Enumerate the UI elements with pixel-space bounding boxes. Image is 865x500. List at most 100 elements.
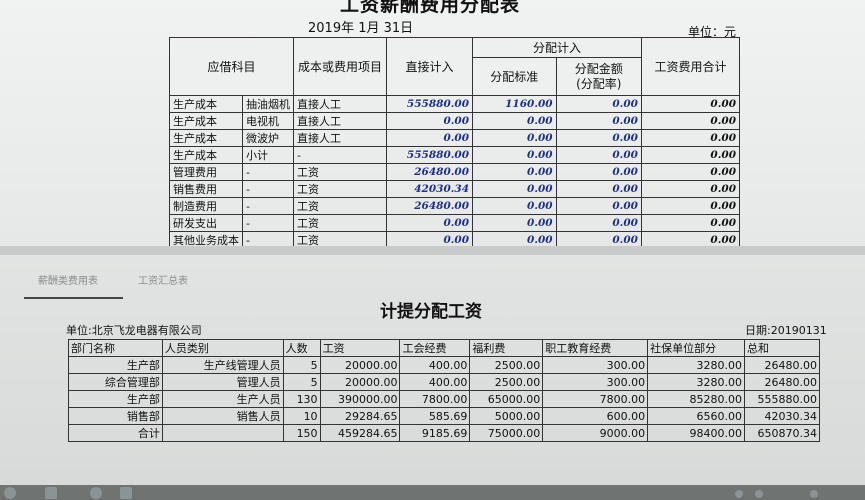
alloc-amt-cell[interactable]: 0.00 [555,129,642,147]
table-cell[interactable]: 6560.00 [647,407,745,425]
alloc-amt-cell[interactable]: 0.00 [555,95,642,113]
table-cell[interactable]: 300.00 [542,356,649,374]
table-cell[interactable]: 459284.65 [319,424,401,442]
item-cell[interactable]: - [293,146,387,164]
table-cell[interactable]: 9185.69 [399,424,471,442]
direct-cell[interactable]: 555880.00 [385,146,474,164]
alloc-std-cell[interactable]: 0.00 [472,112,557,130]
account-cell[interactable]: 生产成本 [169,129,243,147]
browser-icon[interactable] [90,487,102,499]
account-cell[interactable]: 销售费用 [169,180,243,198]
alloc-std-cell[interactable]: 0.00 [472,214,557,232]
account-cell[interactable]: 制造费用 [169,197,243,215]
start-icon[interactable] [4,487,16,499]
tray-icon[interactable] [810,490,818,498]
total-cell[interactable]: 0.00 [640,180,741,198]
table-cell[interactable]: 5 [282,373,321,391]
table-cell[interactable]: 生产人员 [161,390,284,408]
subaccount-cell[interactable]: 抽油烟机 [242,95,294,113]
table-cell[interactable]: 生产部 [68,390,163,408]
table-cell[interactable]: 555880.00 [743,390,821,408]
tray-icon[interactable] [735,490,743,498]
table-cell[interactable]: 3280.00 [647,356,745,374]
table-cell[interactable]: 65000.00 [469,390,544,408]
total-cell[interactable]: 0.00 [640,197,741,215]
table-cell[interactable]: 26480.00 [743,356,821,374]
item-cell[interactable]: 工资 [293,163,387,181]
table-cell[interactable]: 29284.65 [319,407,401,425]
item-cell[interactable]: 工资 [293,231,387,249]
table-cell[interactable]: 7800.00 [399,390,471,408]
account-cell[interactable]: 生产成本 [169,112,243,130]
item-cell[interactable]: 工资 [293,197,387,215]
table-cell[interactable]: 管理人员 [161,373,284,391]
direct-cell[interactable]: 26480.00 [385,163,474,181]
alloc-amt-cell[interactable]: 0.00 [555,163,642,181]
table-cell[interactable]: 3280.00 [647,373,745,391]
tab-salary-summary[interactable]: 工资汇总表 [138,276,188,287]
table-cell[interactable]: 销售部 [68,407,163,425]
subaccount-cell[interactable]: 电视机 [242,112,294,130]
table-cell[interactable]: 合计 [68,424,163,442]
account-cell[interactable]: 其他业务成本 [169,231,243,249]
table-cell[interactable]: 650870.34 [743,424,821,442]
table-cell[interactable]: 600.00 [542,407,649,425]
table-cell[interactable]: 10 [282,407,321,425]
alloc-std-cell[interactable]: 0.00 [472,129,557,147]
table-cell[interactable]: 5000.00 [469,407,544,425]
table-cell[interactable]: 20000.00 [319,373,401,391]
table-cell[interactable]: 400.00 [399,373,471,391]
direct-cell[interactable]: 0.00 [385,231,474,249]
table-cell[interactable]: 生产线管理人员 [161,356,284,374]
total-cell[interactable]: 0.00 [640,146,741,164]
alloc-amt-cell[interactable]: 0.00 [555,180,642,198]
subaccount-cell[interactable]: - [242,197,294,215]
total-cell[interactable]: 0.00 [640,231,741,249]
account-cell[interactable]: 研发支出 [169,214,243,232]
direct-cell[interactable]: 555880.00 [385,95,474,113]
item-cell[interactable]: 直接人工 [293,112,387,130]
total-cell[interactable]: 0.00 [640,112,741,130]
table-cell[interactable]: 585.69 [399,407,471,425]
alloc-amt-cell[interactable]: 0.00 [555,112,642,130]
subaccount-cell[interactable]: - [242,214,294,232]
table-cell[interactable]: 7800.00 [542,390,649,408]
alloc-std-cell[interactable]: 0.00 [472,163,557,181]
table-cell[interactable]: 20000.00 [319,356,401,374]
total-cell[interactable]: 0.00 [640,163,741,181]
table-cell[interactable]: 2500.00 [469,356,544,374]
table-cell[interactable]: 5 [282,356,321,374]
alloc-std-cell[interactable]: 0.00 [472,180,557,198]
subaccount-cell[interactable]: - [242,163,294,181]
item-cell[interactable]: 直接人工 [293,95,387,113]
alloc-std-cell[interactable]: 0.00 [472,231,557,249]
tab-salary-expense[interactable]: 薪酬类费用表 [38,276,98,287]
item-cell[interactable]: 工资 [293,180,387,198]
total-cell[interactable]: 0.00 [640,129,741,147]
table-cell[interactable]: 130 [282,390,321,408]
item-cell[interactable]: 工资 [293,214,387,232]
taskbar-app-icon[interactable] [45,487,57,499]
alloc-std-cell[interactable]: 0.00 [472,146,557,164]
table-cell[interactable]: 75000.00 [469,424,544,442]
pane-divider[interactable] [0,246,865,256]
direct-cell[interactable]: 26480.00 [385,197,474,215]
alloc-amt-cell[interactable]: 0.00 [555,214,642,232]
total-cell[interactable]: 0.00 [640,95,741,113]
account-cell[interactable]: 管理费用 [169,163,243,181]
direct-cell[interactable]: 0.00 [385,112,474,130]
table-cell[interactable]: 85280.00 [647,390,745,408]
account-cell[interactable]: 生产成本 [169,95,243,113]
account-cell[interactable]: 生产成本 [169,146,243,164]
direct-cell[interactable]: 0.00 [385,129,474,147]
subaccount-cell[interactable]: 微波炉 [242,129,294,147]
alloc-std-cell[interactable]: 0.00 [472,197,557,215]
table-cell[interactable]: 综合管理部 [68,373,163,391]
taskbar-app-icon[interactable] [120,487,132,499]
table-cell[interactable]: 26480.00 [743,373,821,391]
tray-icon[interactable] [755,490,763,498]
subaccount-cell[interactable]: - [242,180,294,198]
alloc-amt-cell[interactable]: 0.00 [555,197,642,215]
alloc-std-cell[interactable]: 1160.00 [472,95,557,113]
table-cell[interactable]: 150 [282,424,321,442]
